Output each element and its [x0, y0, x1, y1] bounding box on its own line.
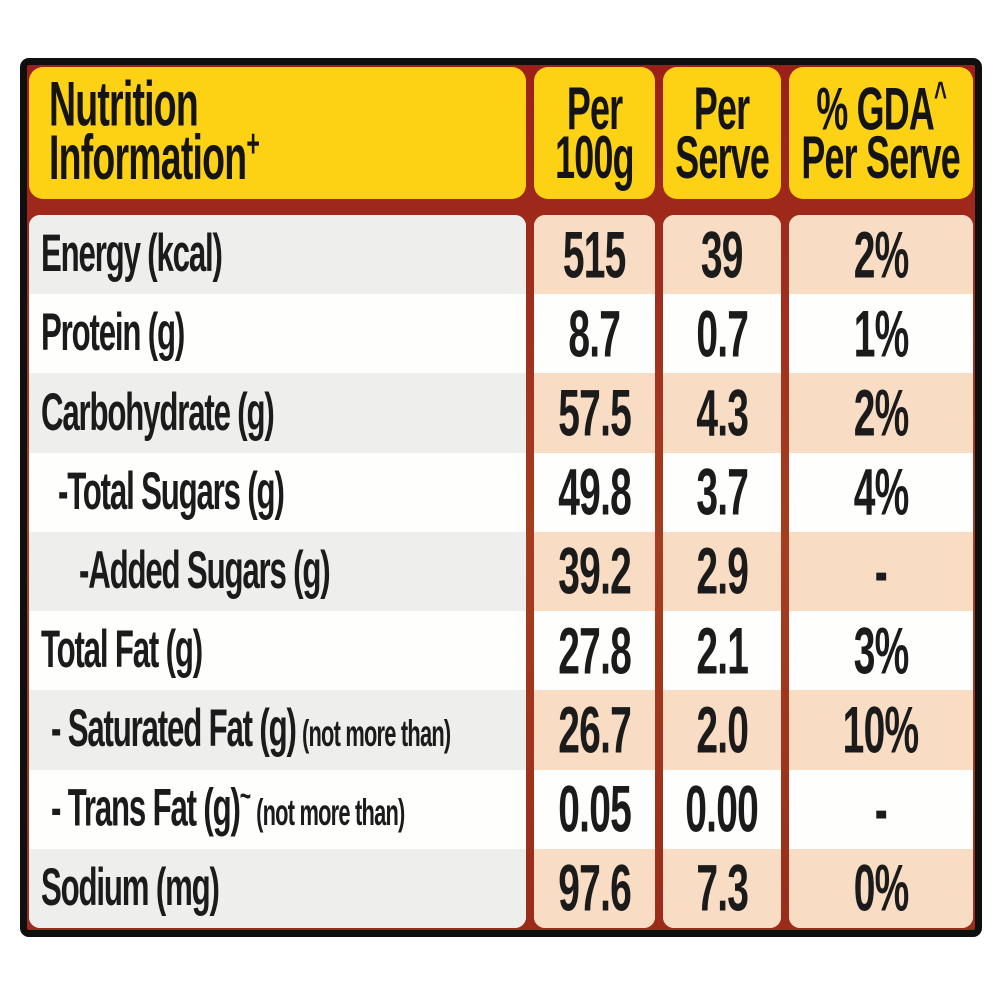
value-sodium-per-serve: 7.3 [663, 848, 781, 928]
value-total-sugars-per-serve: 3.7 [663, 453, 781, 532]
value-saturated-fat-per-100g: 26.7 [534, 690, 655, 770]
value-text: 0.00 [685, 772, 760, 847]
label-note: (not more than) [301, 713, 451, 755]
value-text: 27.8 [558, 613, 632, 688]
value-trans-fat-per-serve: 0.00 [663, 770, 781, 849]
row-label-sodium: Sodium (mg) [29, 848, 526, 928]
label-superscript: ~ [239, 779, 251, 815]
label-text: - Trans Fat (g)~ (not more than) [51, 779, 405, 839]
value-text: - [874, 534, 888, 609]
value-text: 49.8 [558, 455, 632, 530]
value-protein-per-100g: 8.7 [534, 294, 655, 373]
label-text: Sodium (mg) [41, 858, 220, 917]
value-text: 0.7 [696, 296, 749, 371]
header-title-line2-text: Information [49, 123, 247, 194]
value-text: 3% [853, 613, 910, 688]
value-carbohydrate-per-serve: 4.3 [663, 373, 781, 453]
labels-column: Energy (kcal) Protein (g) Carbohydrate (… [29, 215, 526, 928]
label-text: -Total Sugars (g) [58, 462, 285, 521]
value-text: 10% [843, 692, 920, 767]
value-text: 2.9 [696, 534, 749, 609]
row-label-saturated-fat: - Saturated Fat (g) (not more than) [29, 690, 526, 770]
value-protein-gda: 1% [789, 294, 973, 373]
value-text: - [874, 772, 888, 847]
value-text: 2% [853, 217, 910, 292]
value-added-sugars-per-100g: 39.2 [534, 531, 655, 612]
value-total-fat-gda: 3% [789, 611, 973, 690]
value-text: 3.7 [696, 455, 749, 530]
nutrition-table: Nutrition Information+ Per 100g Per Serv… [20, 58, 982, 937]
header-per-100g-line2: 100g [555, 122, 634, 192]
header-per-100g: Per 100g [534, 67, 655, 199]
value-text: 7.3 [696, 851, 749, 926]
gda-per-serve-column: 2% 1% 2% 4% - 3% 10% - 0% [789, 215, 973, 928]
value-text: 2.1 [696, 613, 749, 688]
value-energy-per-serve: 39 [663, 215, 781, 295]
value-text: 57.5 [558, 376, 632, 451]
value-carbohydrate-per-100g: 57.5 [534, 373, 655, 453]
value-total-sugars-per-100g: 49.8 [534, 453, 655, 532]
value-trans-fat-per-100g: 0.05 [534, 770, 655, 849]
label-text: Protein (g) [41, 304, 185, 363]
header-nutrition-information: Nutrition Information+ [29, 67, 526, 199]
value-added-sugars-gda: - [789, 531, 973, 612]
value-text: 97.6 [558, 851, 632, 926]
value-text: 2.0 [696, 692, 749, 767]
label-text: Energy (kcal) [41, 224, 223, 283]
row-label-protein: Protein (g) [29, 294, 526, 373]
label-main: - Saturated Fat (g) [51, 700, 297, 759]
value-saturated-fat-gda: 10% [789, 690, 973, 770]
value-text: 4% [853, 455, 910, 530]
header-title-line2: Information+ [49, 122, 260, 194]
value-carbohydrate-gda: 2% [789, 373, 973, 453]
value-energy-gda: 2% [789, 215, 973, 295]
value-text: 4.3 [696, 376, 749, 451]
header-per-100g-line1: Per [566, 73, 623, 143]
value-protein-per-serve: 0.7 [663, 294, 781, 373]
header-title-line1: Nutrition [49, 70, 199, 141]
header-gda-line2: Per Serve [801, 122, 961, 192]
header-gda-superscript: ^ [933, 74, 947, 118]
header-per-serve-line1: Per [694, 73, 750, 143]
row-label-total-sugars: -Total Sugars (g) [29, 453, 526, 532]
header-per-serve: Per Serve [663, 67, 781, 199]
value-text: 0% [853, 851, 910, 926]
value-trans-fat-gda: - [789, 770, 973, 849]
header-title-superscript: + [246, 122, 260, 166]
value-text: 39.2 [558, 534, 632, 609]
value-text: 1% [853, 296, 910, 371]
header-per-serve-line2: Serve [675, 122, 770, 192]
label-text: - Saturated Fat (g) (not more than) [51, 700, 451, 759]
value-total-sugars-gda: 4% [789, 453, 973, 532]
label-main: - Trans Fat (g) [51, 779, 241, 838]
label-text: Carbohydrate (g) [41, 383, 275, 442]
per-serve-column: 39 0.7 4.3 3.7 2.9 2.1 2.0 0.00 7.3 [663, 215, 781, 928]
value-text: 2% [853, 376, 910, 451]
header-gda-line1-text: % GDA [816, 74, 934, 143]
value-energy-per-100g: 515 [534, 215, 655, 295]
value-total-fat-per-100g: 27.8 [534, 611, 655, 690]
value-total-fat-per-serve: 2.1 [663, 611, 781, 690]
value-sodium-gda: 0% [789, 848, 973, 928]
per-100g-column: 515 8.7 57.5 49.8 39.2 27.8 26.7 0.05 97… [534, 215, 655, 928]
value-added-sugars-per-serve: 2.9 [663, 531, 781, 612]
row-label-carbohydrate: Carbohydrate (g) [29, 373, 526, 453]
value-text: 0.05 [558, 772, 632, 847]
value-saturated-fat-per-serve: 2.0 [663, 690, 781, 770]
header-gda-per-serve: % GDA^ Per Serve [789, 67, 973, 199]
value-text: 8.7 [568, 296, 622, 371]
row-label-added-sugars: -Added Sugars (g) [29, 531, 526, 612]
row-label-trans-fat: - Trans Fat (g)~ (not more than) [29, 770, 526, 849]
row-label-energy: Energy (kcal) [29, 215, 526, 295]
value-sodium-per-100g: 97.6 [534, 848, 655, 928]
row-label-total-fat: Total Fat (g) [29, 611, 526, 690]
value-text: 515 [563, 217, 627, 292]
label-text: Total Fat (g) [41, 621, 203, 680]
header-gda-line1: % GDA^ [816, 74, 947, 143]
value-text: 26.7 [558, 692, 632, 767]
label-note: (not more than) [256, 792, 405, 834]
value-text: 39 [701, 217, 744, 292]
label-text: -Added Sugars (g) [79, 541, 331, 600]
